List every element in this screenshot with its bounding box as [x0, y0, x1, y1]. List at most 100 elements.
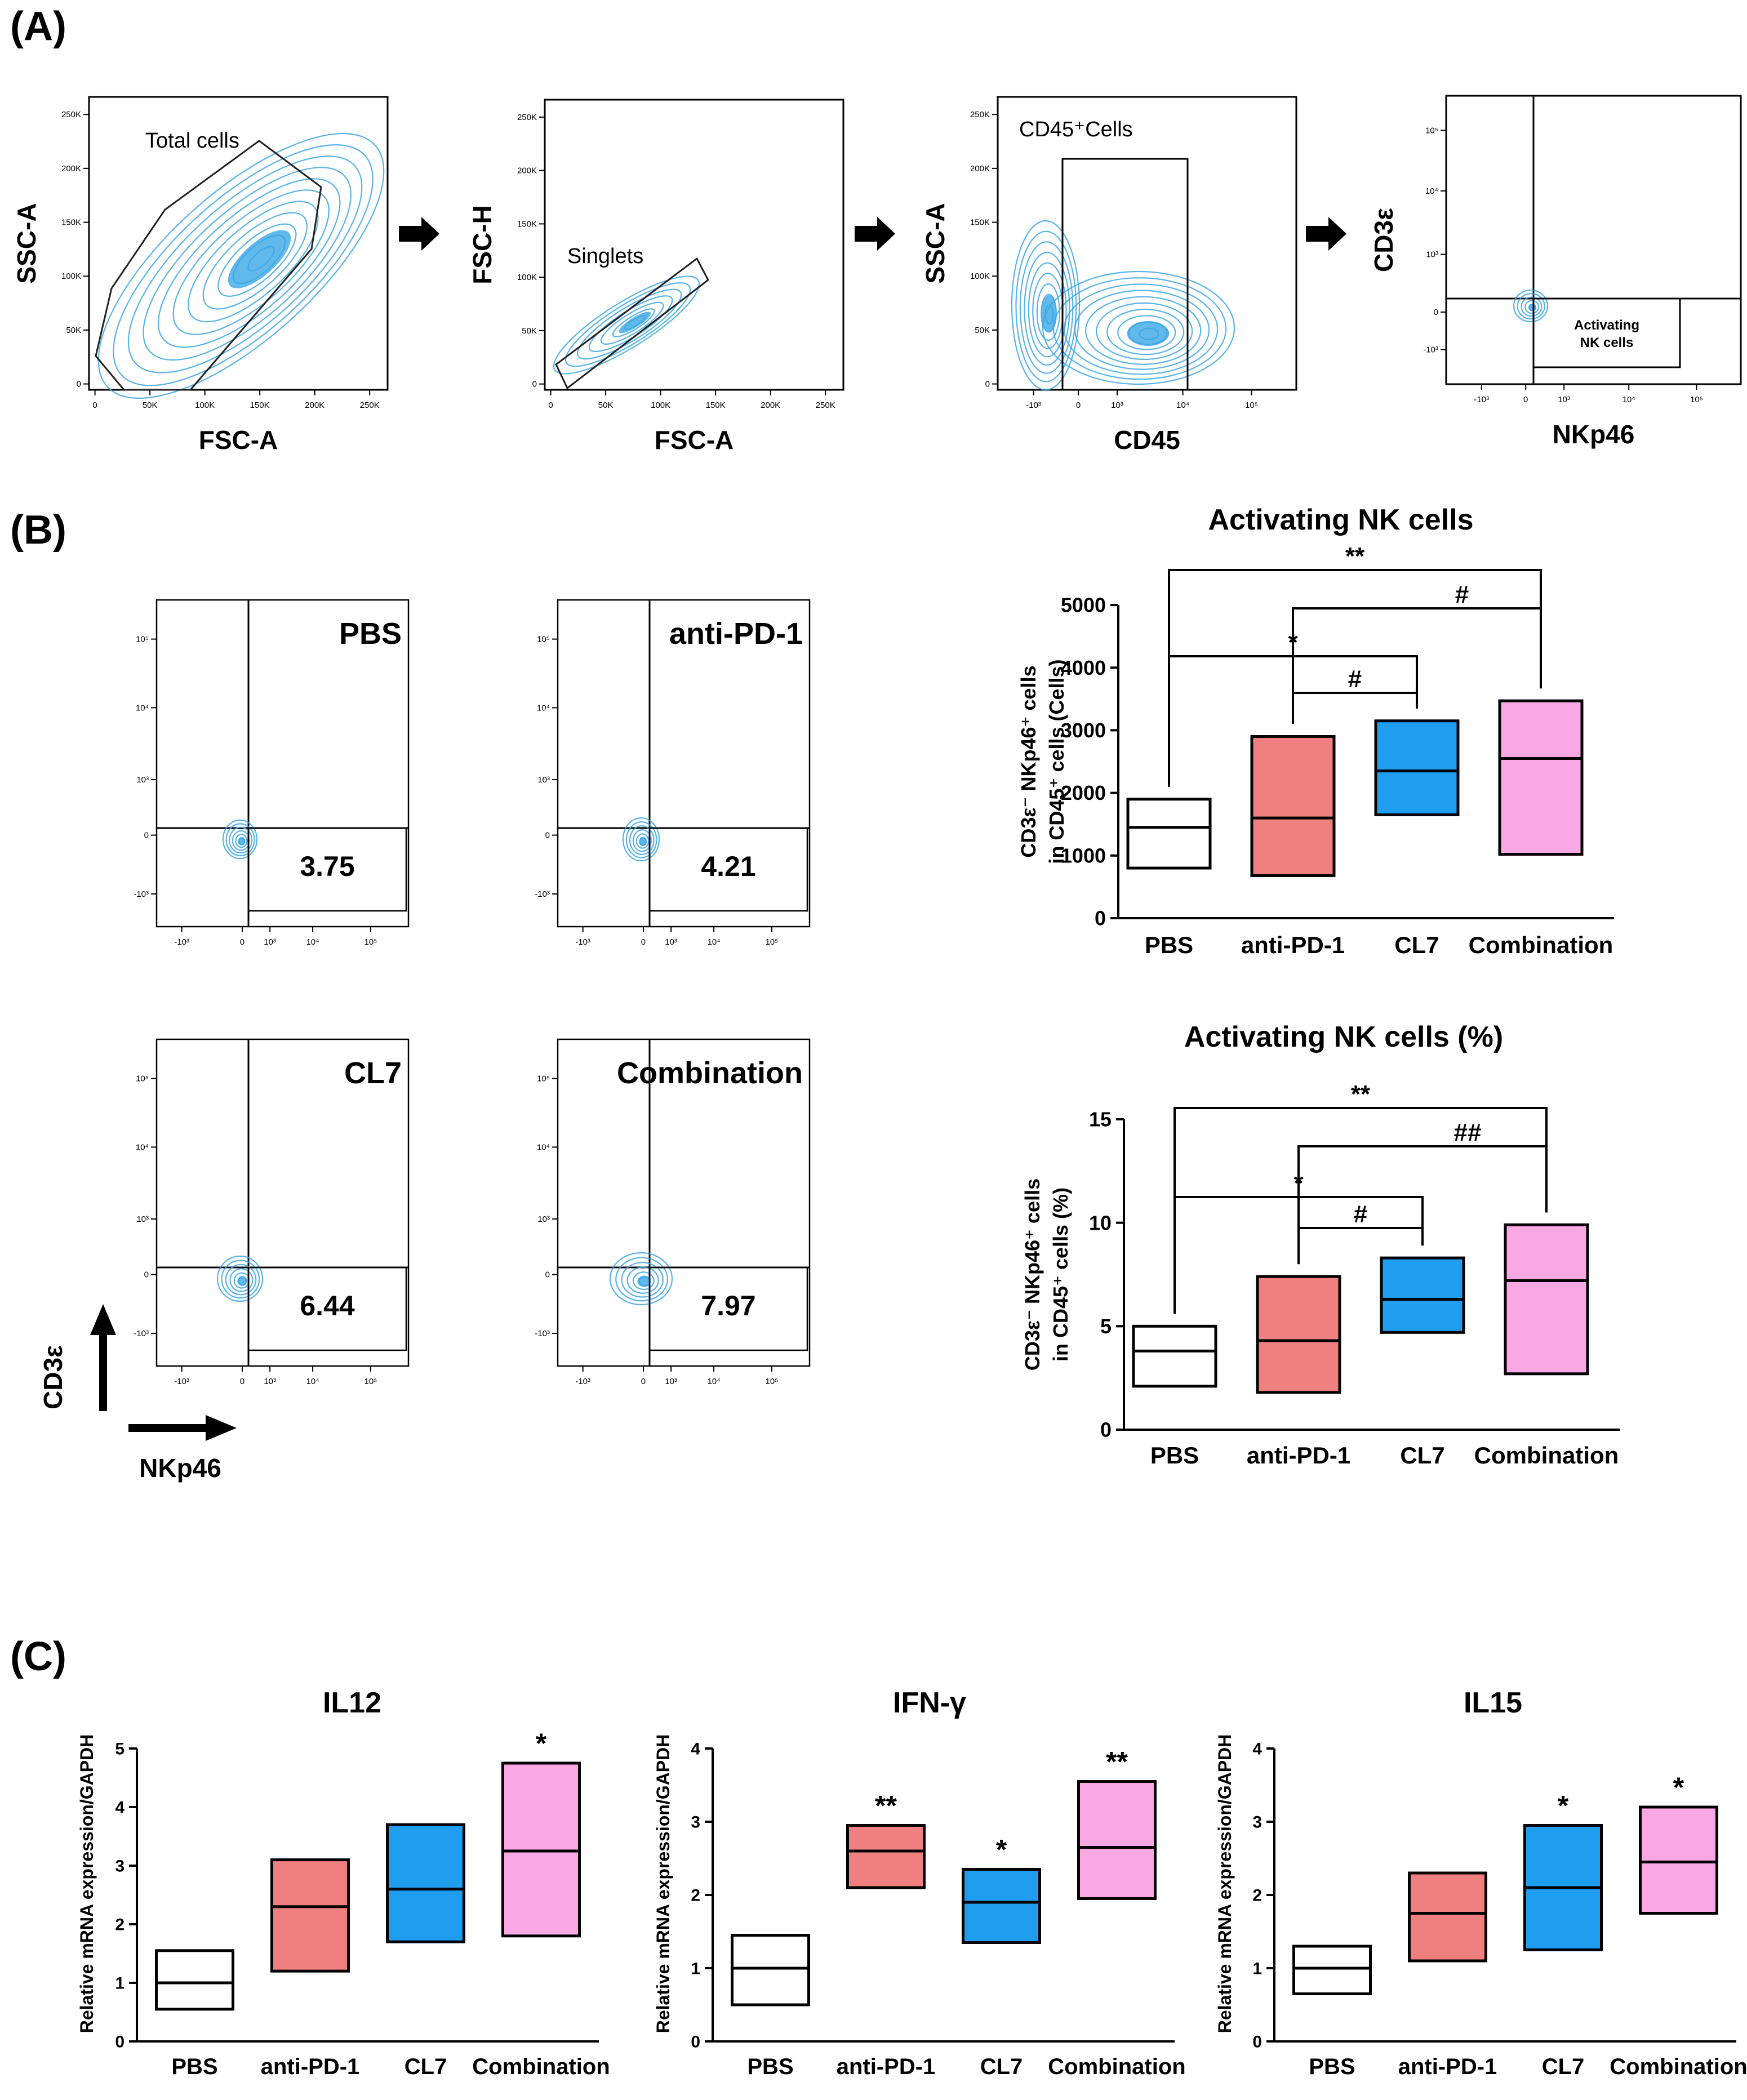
flow-plot-pbs-ytick-label: 10⁵: [136, 635, 149, 644]
gating-plot-4-ytick-label: 10⁵: [1425, 126, 1438, 135]
flow-plot-combination-contours-ring: [621, 1262, 664, 1298]
nk-percent-chart-ytick-label: 5: [1100, 1315, 1112, 1338]
flow-plot-cl7-contours-core: [237, 1276, 247, 1286]
gating-plot-1-ylabel: SSC-A: [12, 203, 41, 283]
cd45-pos-contours-ring: [1074, 290, 1210, 370]
cd45-pos-contours-ring: [1085, 296, 1202, 365]
nk-percent-chart-comparison-label: **: [1351, 1080, 1371, 1108]
il12-chart-significance-star: *: [536, 1728, 547, 1759]
flow-plot-pbs-ytick-label: 10³: [136, 775, 149, 785]
ifng-chart-category-label: CL7: [980, 2054, 1023, 2079]
ifng-chart-category-label: PBS: [747, 2054, 793, 2079]
flow-plot-anti-pd-1-contours: [622, 817, 660, 862]
il15-chart-category-label: Combination: [1610, 2054, 1747, 2079]
flow-plot-combination-xtick-label: 10⁵: [765, 1377, 778, 1386]
gating-plot-3-xtick-label: -10³: [1026, 401, 1041, 410]
nk-count-chart-category-label: CL7: [1394, 932, 1439, 958]
ifng-chart-box-pbs: [731, 1934, 810, 2006]
flow-plot-combination-contours-ring: [615, 1257, 669, 1302]
flow-plot-cl7-contours-ring: [233, 1272, 250, 1289]
flow-plot-anti-pd-1-contours-core: [639, 837, 647, 847]
total-cells-contours-ring: [127, 155, 363, 373]
gating-plot-1-ytick-label: 250K: [61, 110, 81, 119]
gating-plot-1-xtick-label: 0: [92, 401, 97, 410]
gating-plot-4-xtick-label: 10⁴: [1622, 395, 1635, 404]
gating-plot-2-ytick-label: 0: [532, 380, 537, 389]
gating-plot-2-xtick-label: 200K: [761, 401, 780, 410]
il15-chart-box-pbs: [1292, 1945, 1372, 1995]
nk-count-chart-comparison-label: #: [1455, 581, 1469, 608]
il15-chart-ytick-label: 2: [1252, 1887, 1262, 1905]
ifng-chart-significance-star: **: [1106, 1746, 1128, 1778]
flow-plot-anti-pd-1-xtick-label: 10⁵: [765, 937, 778, 947]
il12-chart-box-cl7: [386, 1823, 465, 1943]
flow-plot-combination-xtick-label: 10⁴: [708, 1377, 721, 1386]
gating-plot-4-xtick-label: 0: [1523, 395, 1528, 404]
flow-plot-combination-ytick-label: 0: [545, 1270, 550, 1280]
flow-plot-pbs-ytick-label: 0: [144, 831, 149, 840]
nk-contours-ring: [1517, 293, 1545, 320]
flow-plot-pbs-ytick-label: 10⁴: [136, 703, 149, 713]
singlets-contours-ring: [564, 282, 691, 367]
gating-plot-4-xtick-label: 10⁵: [1690, 395, 1703, 404]
cd45-pos-contours-ring: [1106, 309, 1185, 355]
ifng-chart-box-anti-pd-1: [846, 1824, 926, 1889]
gating-plot-2-xtick-label: 100K: [651, 401, 670, 410]
flow-plot-cl7-group-label: CL7: [344, 1056, 402, 1090]
flow-plot-pbs-gate: [247, 827, 407, 912]
nk-count-chart-comparison-label: *: [1288, 629, 1298, 656]
total-cells-contours-core: [228, 230, 291, 288]
il12-chart-category-label: CL7: [404, 2054, 447, 2079]
nk-count-chart-box-cl7: [1374, 719, 1460, 817]
ifng-chart-ylabel: Relative mRNA expression/GAPDH: [653, 1734, 673, 2034]
total-cells-contours-ring: [157, 178, 341, 348]
cd45-neg-contours-ring: [1011, 220, 1081, 391]
nk-count-chart-comparison-label: **: [1345, 542, 1365, 570]
gating-plot-2-xlabel: FSC-A: [655, 425, 734, 455]
flow-plot-anti-pd-1-contours-ring: [629, 825, 655, 855]
nk-percent-chart-box-anti-pd-1: [1256, 1275, 1341, 1394]
flow-plot-pbs-group-label: PBS: [339, 617, 402, 651]
nk-contours-ring: [1513, 289, 1549, 323]
flow-plot-anti-pd-1-xtick-label: 0: [641, 937, 646, 947]
flow-plot-combination-ytick-label: 10⁴: [537, 1142, 550, 1152]
flow-plot-cl7-value: 6.44: [300, 1290, 355, 1322]
total-cells-gate: [95, 140, 322, 391]
gating-plot-4-frame: [1445, 95, 1742, 385]
flow-plot-combination-value: 7.97: [701, 1290, 755, 1322]
nk-count-chart-ytick-label: 2000: [1061, 781, 1106, 804]
flow-plot-pbs-xtick-label: 10⁴: [306, 937, 319, 947]
flow-plot-pbs-contours-ring: [225, 823, 255, 857]
gating-plot-2-frame: [544, 99, 844, 391]
nk-percent-chart-category-label: PBS: [1150, 1442, 1199, 1469]
ifng-chart-ytick-label: 0: [691, 2033, 700, 2052]
il15-chart-ytick-label: 0: [1252, 2033, 1262, 2052]
flow-plot-cl7-ytick-label: 10⁵: [136, 1074, 149, 1084]
gating-plot-4-ytick-label: -10³: [1423, 345, 1438, 355]
il12-chart-ytick-label: 4: [115, 1799, 125, 1817]
cd45-neg-contours-ring: [1036, 283, 1060, 341]
cd45-pos-contours-core: [1127, 321, 1170, 346]
flow-plot-pbs-contours-ring: [222, 819, 258, 860]
cd3e-axis-label: CD3ε: [38, 1345, 68, 1409]
gating-plot-2-xtick-label: 150K: [706, 401, 726, 410]
il15-chart-box-combination: [1639, 1805, 1718, 1915]
flow-plot-anti-pd-1-contours-ring: [635, 833, 650, 849]
gating-plot-3-xtick-label: 10³: [1111, 401, 1123, 410]
gating-plot-1-xtick-label: 50K: [143, 401, 158, 410]
total-cells-contours-ring: [143, 167, 352, 361]
gating-plot-1-ytick-label: 100K: [61, 272, 81, 281]
flow-plot-cl7-xtick-label: 10⁴: [306, 1377, 319, 1386]
nk-count-chart-ylabel-2: in CD45⁺ cells (Cells): [1045, 659, 1068, 864]
ifng-chart-ytick-label: 1: [691, 1960, 700, 1978]
nk-count-chart-ytick-label: 1000: [1061, 844, 1106, 867]
flow-plot-cl7-ytick-label: -10³: [134, 1329, 149, 1338]
gating-plot-3-xtick-label: 10⁵: [1245, 401, 1258, 410]
nk-percent-chart-comparison-bracket: [1173, 1196, 1424, 1314]
gating-plot-3-ytick-label: 250K: [970, 110, 990, 119]
cd45-pos-contours: [1042, 270, 1235, 385]
flow-plot-pbs-xtick-label: 0: [240, 937, 245, 947]
il15-chart-category-label: CL7: [1542, 2054, 1585, 2079]
gating-plot-3-xtick-label: 10⁴: [1176, 401, 1189, 410]
nk-count-chart-comparison-label: #: [1348, 665, 1362, 693]
